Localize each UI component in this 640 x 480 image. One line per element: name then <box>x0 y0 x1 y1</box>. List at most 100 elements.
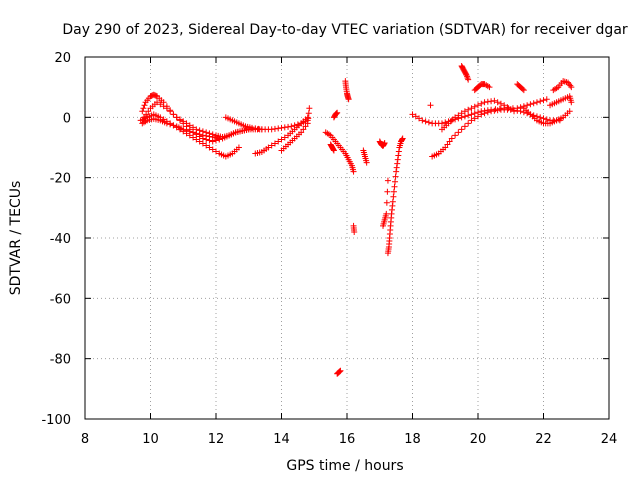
data-point <box>140 105 147 112</box>
data-point <box>419 117 426 124</box>
data-point <box>170 111 177 118</box>
data-point <box>302 123 309 130</box>
data-point <box>568 84 575 91</box>
data-point <box>384 188 391 195</box>
data-point <box>383 210 390 217</box>
data-point <box>504 104 511 111</box>
series-arc-m <box>458 63 472 83</box>
data-point <box>537 114 544 121</box>
data-point <box>393 164 400 171</box>
series-arc-b <box>140 99 252 140</box>
data-point <box>471 110 478 117</box>
data-point <box>517 108 524 115</box>
data-point <box>465 106 472 113</box>
y-tick-label: 20 <box>54 51 71 66</box>
y-tick-label: -100 <box>41 413 71 428</box>
data-point <box>491 107 498 114</box>
data-point <box>337 367 344 374</box>
data-point <box>461 123 468 130</box>
x-tick-label: 20 <box>470 432 487 447</box>
data-point <box>383 199 390 206</box>
y-axis-label: SDTVAR / TECUs <box>8 181 24 296</box>
data-point <box>298 129 305 136</box>
data-point <box>384 177 391 184</box>
data-point <box>157 101 164 108</box>
series-arc-d <box>139 115 223 142</box>
data-point <box>173 114 180 121</box>
data-point <box>330 147 337 154</box>
data-point <box>416 115 423 122</box>
data-point <box>305 110 312 117</box>
series-cluster-17b <box>380 177 391 229</box>
data-point <box>524 102 531 109</box>
chart-title: Day 290 of 2023, Sidereal Day-to-day VTE… <box>62 22 628 38</box>
data-point <box>190 134 197 141</box>
data-point <box>305 115 312 122</box>
data-point <box>455 129 462 136</box>
series-cluster-16c <box>342 78 352 103</box>
data-point <box>475 113 481 120</box>
data-point <box>281 124 288 131</box>
data-point <box>511 108 518 115</box>
data-point <box>350 168 357 175</box>
data-point <box>163 120 170 127</box>
data-point <box>465 76 472 83</box>
data-point <box>446 138 453 145</box>
data-point <box>249 124 256 131</box>
y-tick-label: -40 <box>50 232 71 247</box>
data-point <box>193 136 200 143</box>
data-point <box>468 105 475 112</box>
data-point <box>481 110 488 117</box>
data-point <box>486 84 493 91</box>
data-point <box>458 110 465 117</box>
data-point <box>465 112 472 119</box>
data-point <box>491 97 498 104</box>
data-point <box>394 156 401 163</box>
y-tick-label: -60 <box>50 292 71 307</box>
data-point <box>442 144 449 151</box>
data-point <box>452 132 459 139</box>
x-tick-label: 8 <box>81 432 89 447</box>
data-point <box>235 144 242 151</box>
data-point <box>206 144 213 151</box>
data-point <box>465 120 472 127</box>
x-tick-label: 18 <box>404 432 421 447</box>
data-point <box>471 103 478 110</box>
series-cluster-16a <box>330 109 341 121</box>
data-point <box>399 136 406 143</box>
data-point <box>176 116 183 123</box>
data-point <box>255 125 262 132</box>
data-point <box>412 113 419 120</box>
data-point <box>294 121 301 128</box>
data-point <box>196 131 203 138</box>
series-point-18 <box>427 102 434 109</box>
series-cluster-16b <box>327 141 337 154</box>
data-point <box>484 98 491 105</box>
data-point <box>306 105 313 112</box>
data-point <box>268 142 275 149</box>
series-cluster-17 <box>376 138 388 149</box>
data-point <box>300 126 307 133</box>
series-arc-l <box>438 97 518 133</box>
x-tick-label: 24 <box>601 432 618 447</box>
data-point <box>139 108 146 115</box>
data-point <box>501 102 508 109</box>
data-point <box>530 112 537 119</box>
data-point <box>363 159 370 166</box>
data-point <box>494 107 501 114</box>
data-point <box>203 132 210 139</box>
data-point <box>275 125 282 132</box>
data-point <box>524 110 531 117</box>
data-point <box>455 112 462 119</box>
data-point <box>514 107 521 114</box>
data-point <box>186 128 193 135</box>
data-point <box>288 123 295 130</box>
data-point <box>390 193 397 200</box>
data-point <box>213 137 219 144</box>
data-point <box>206 133 213 140</box>
data-point <box>395 152 402 159</box>
y-tick-label: -20 <box>50 172 71 187</box>
data-point <box>152 92 159 99</box>
data-point <box>399 135 406 142</box>
